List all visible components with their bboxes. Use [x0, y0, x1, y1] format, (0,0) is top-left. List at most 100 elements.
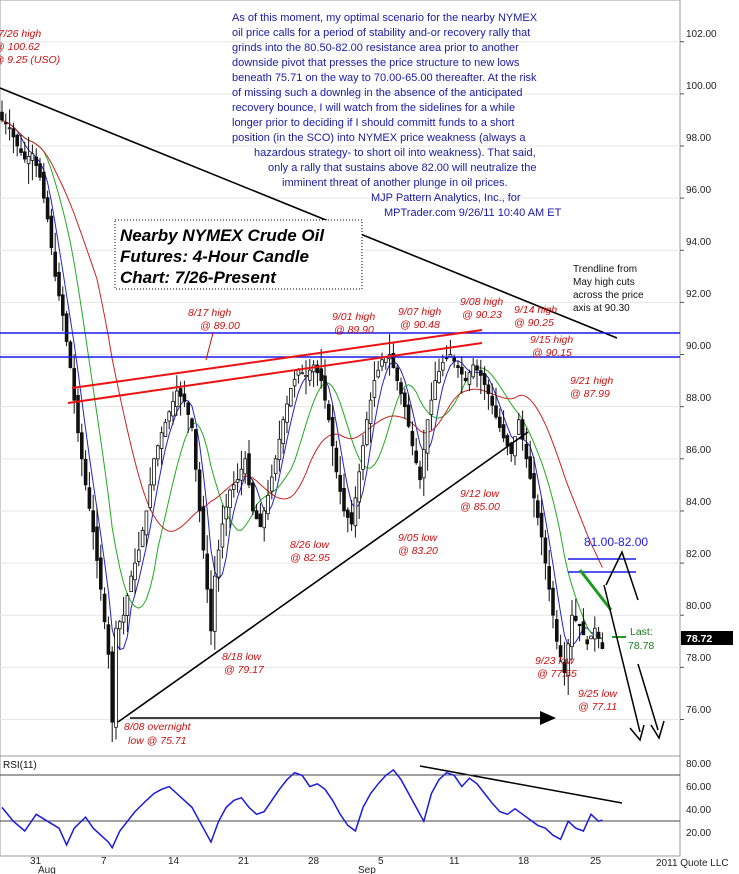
candle-body — [585, 639, 589, 645]
candle-body — [300, 372, 304, 375]
commentary-line: imminent threat of another plunge in oil… — [282, 177, 508, 189]
chart-title-line: Futures: 4-Hour Candle — [120, 247, 309, 266]
annotation-label: @ 79.17 — [224, 664, 265, 676]
candle-body — [437, 371, 441, 383]
annotation-label: 8/26 low — [290, 539, 331, 551]
price-tick: 84.00 — [686, 497, 711, 508]
annotation-label: 9/15 high — [530, 334, 573, 346]
commentary-line: downside pivot that presses the price st… — [232, 57, 520, 69]
candle-body — [22, 151, 27, 160]
candle-body — [315, 364, 320, 374]
candle-body — [433, 380, 437, 400]
annotation-label: 9/08 high — [460, 296, 503, 308]
candle-body — [239, 468, 244, 481]
price-tick: 102.00 — [686, 29, 717, 40]
price-tick: 88.00 — [686, 393, 711, 404]
candle-body — [266, 494, 270, 515]
candle-body — [118, 621, 122, 630]
candle-body — [140, 530, 145, 548]
projection-arrow-down-2 — [637, 663, 659, 731]
commentary-line: oil price calls for a period of stabilit… — [232, 27, 530, 39]
candle-body — [26, 156, 31, 165]
x-tick: 11 — [449, 856, 460, 867]
candle-body — [167, 411, 172, 422]
commentary-line: of missing such a downleg in the absence… — [232, 87, 522, 99]
candle-body — [243, 458, 248, 475]
candle-body — [558, 645, 563, 658]
annotation-label: @ 89.90 — [334, 324, 374, 336]
candle-body — [444, 357, 449, 360]
candle-body — [121, 614, 126, 623]
candle-body — [136, 549, 141, 562]
candle-body — [231, 484, 236, 490]
candle-body — [471, 364, 475, 378]
candle-body — [99, 557, 103, 590]
candle-body — [288, 388, 293, 407]
annotation-label: 9/07 high — [398, 306, 441, 318]
candle-body — [574, 615, 578, 621]
candle-body — [296, 369, 301, 376]
rsi-label: RSI(11) — [3, 760, 37, 771]
x-tick: 31 — [30, 856, 42, 867]
candle-body — [254, 510, 259, 520]
candle-body — [505, 435, 510, 447]
candle-body — [532, 473, 536, 499]
candle-body — [402, 392, 407, 408]
candle-body — [501, 424, 506, 439]
candle-body — [520, 419, 525, 440]
commentary-line: recovery bounce, I will watch from the s… — [232, 102, 515, 114]
rsi-tick: 80.00 — [686, 759, 711, 770]
candle-body — [201, 506, 206, 551]
rsi-panel-frame — [0, 755, 681, 857]
candle-body — [334, 447, 339, 473]
commentary-line: As of this moment, my optimal scenario f… — [232, 12, 538, 24]
candle-body — [38, 163, 42, 178]
x-tick: 18 — [518, 856, 530, 867]
rsi-series-line — [1, 768, 603, 850]
candle-body — [463, 377, 468, 382]
candle-body — [125, 595, 130, 616]
arrowhead-down-1 — [629, 724, 645, 742]
candle-body — [475, 365, 479, 371]
candle-body — [190, 418, 194, 428]
candle-body — [304, 374, 308, 378]
x-tick: 28 — [308, 856, 320, 867]
candle-body — [197, 469, 202, 512]
candle-body — [42, 171, 46, 199]
commentary-line: MJP Pattern Analytics, Inc., for — [371, 192, 521, 204]
arrowhead-down-2 — [650, 720, 665, 740]
annotation-label: 8/17 high — [188, 307, 231, 319]
x-tick: 5 — [378, 856, 384, 867]
candle-body — [258, 513, 263, 527]
projection-arrow-down-1 — [603, 584, 641, 733]
candle-body — [596, 631, 601, 639]
annotation-label: @ 87.99 — [570, 388, 610, 400]
candle-body — [247, 453, 251, 486]
candle-body — [357, 471, 361, 503]
rsi-tick: 20.00 — [686, 828, 711, 839]
moving-average-layer — [1, 119, 603, 651]
candle-body — [395, 367, 399, 382]
annotation-label: @ 82.95 — [290, 552, 330, 564]
candle-body — [307, 369, 312, 381]
candle-layer — [0, 100, 605, 743]
candle-body — [364, 419, 369, 446]
green-mini-trendline — [578, 569, 613, 611]
candle-body — [421, 449, 426, 479]
candle-body — [581, 621, 586, 636]
last-label-line: Last: — [630, 626, 653, 638]
candle-body — [497, 416, 502, 428]
candle-body — [338, 475, 342, 492]
candle-body — [323, 375, 327, 401]
candle-body — [456, 365, 460, 368]
projection-arrow-path — [605, 550, 639, 601]
candle-body — [106, 624, 111, 655]
corner-text-2: @ 100.62 — [0, 41, 40, 53]
price-tick: 76.00 — [686, 705, 711, 716]
candle-body — [459, 366, 464, 375]
ma-red-line — [1, 119, 603, 568]
candle-body — [216, 549, 221, 578]
candle-body — [543, 537, 548, 564]
grid-layer — [0, 41, 684, 721]
